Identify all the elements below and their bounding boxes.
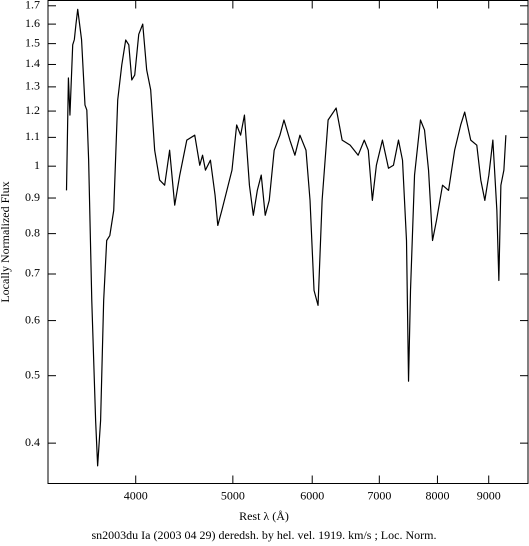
- x-tick-label: 9000: [477, 488, 501, 502]
- y-tick-label: 1.1: [25, 129, 40, 143]
- y-tick-label: 1.6: [25, 16, 40, 30]
- y-tick-label: 1.3: [25, 79, 40, 93]
- x-axis-label: Rest λ (Å): [239, 509, 289, 523]
- y-tick-label: 1.4: [25, 56, 40, 70]
- y-tick-label: 1.5: [25, 35, 40, 49]
- spectrum-line: [65, 8, 507, 467]
- x-tick-label: 4000: [124, 488, 148, 502]
- y-axis-label: Locally Normalized Flux: [0, 181, 12, 302]
- x-tick-label: 5000: [221, 488, 245, 502]
- plot-frame: [47, 0, 529, 484]
- chart-title: sn2003du Ia (2003 04 29) deredsh. by hel…: [92, 528, 437, 542]
- y-tick-label: 0.9: [25, 190, 40, 204]
- y-tick-label: 0.4: [25, 435, 40, 449]
- y-tick-label: 0.5: [25, 367, 40, 381]
- x-tick-label: 6000: [300, 488, 324, 502]
- x-tick-label: 7000: [367, 488, 391, 502]
- y-tick-label: 0.6: [25, 312, 40, 326]
- y-tick-label: 1: [34, 158, 40, 172]
- x-tick-label: 8000: [425, 488, 449, 502]
- y-tick-label: 0.8: [25, 225, 40, 239]
- y-tick-label: 1.2: [25, 103, 40, 117]
- y-tick-label: 0.7: [25, 266, 40, 280]
- y-tick-label: 1.7: [25, 0, 40, 12]
